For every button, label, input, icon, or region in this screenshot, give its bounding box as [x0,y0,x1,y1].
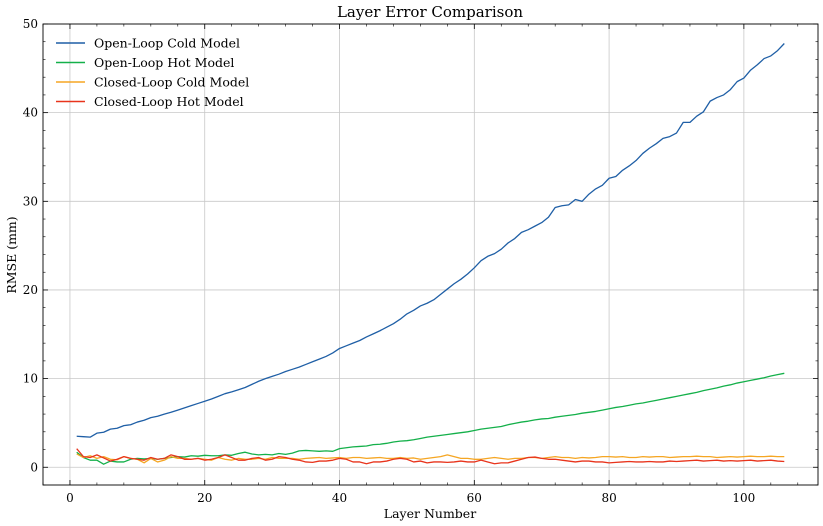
legend-label-4: Closed-Loop Hot Model [94,94,244,109]
axes: 0 20 40 60 80 100 0 10 20 30 40 50 [23,17,819,505]
series-line-2 [76,372,785,465]
x-tick-label: 80 [601,491,616,505]
x-tick-label: 0 [66,491,74,505]
series-line-1 [76,43,785,438]
x-tick-label: 20 [197,491,212,505]
legend: Open-Loop Cold Model Open-Loop Hot Model C… [56,36,249,109]
legend-label-2: Open-Loop Hot Model [94,55,234,70]
y-axis-label: RMSE (mm) [4,216,19,293]
chart-title: Layer Error Comparison [337,3,523,21]
y-tick-label: 40 [23,106,38,120]
y-tick-label: 10 [23,372,38,386]
series-line-4 [76,448,785,465]
x-tick-label: 40 [332,491,347,505]
x-axis-label: Layer Number [384,506,476,521]
series-lines [76,43,785,465]
y-tick-label: 0 [30,460,38,474]
x-tick-label: 60 [467,491,482,505]
y-tick-label: 30 [23,194,38,208]
y-tick-label: 20 [23,283,38,297]
legend-label-1: Open-Loop Cold Model [94,36,240,51]
y-tick-label: 50 [23,17,38,31]
legend-label-3: Closed-Loop Cold Model [94,75,249,90]
x-tick-label: 100 [732,491,755,505]
